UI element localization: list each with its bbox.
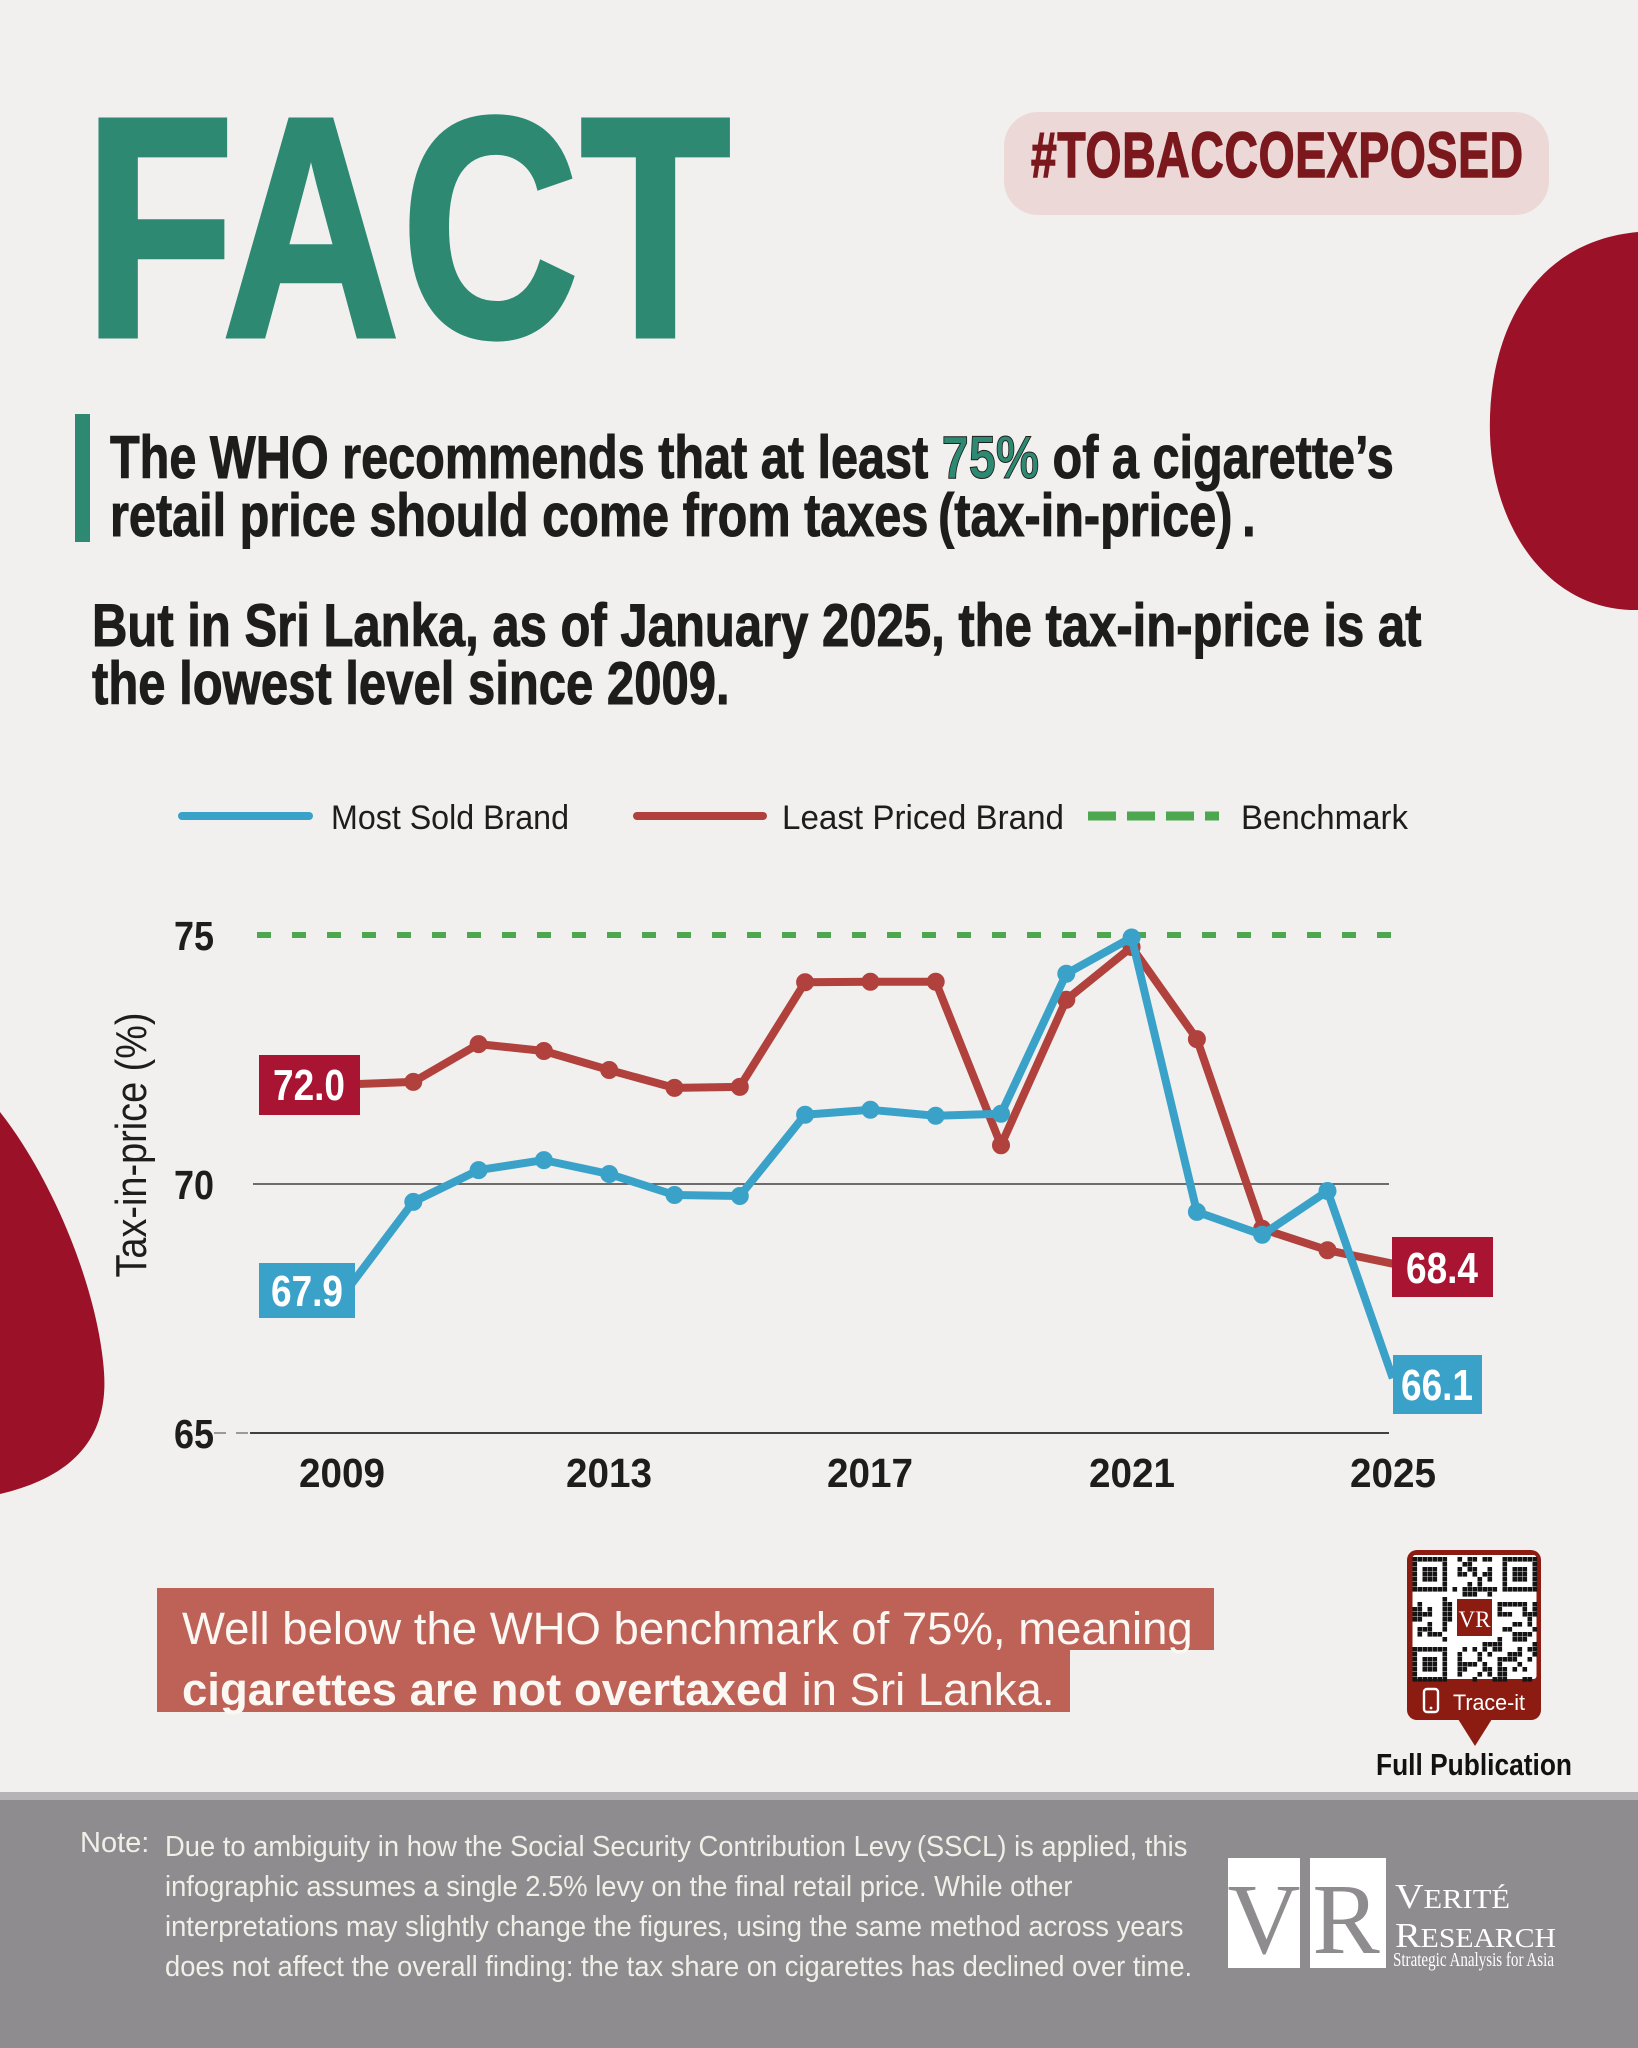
svg-text:Tax-in-price (%): Tax-in-price (%) [107, 1013, 156, 1278]
svg-text:Most Sold Brand: Most Sold Brand [331, 799, 569, 837]
svg-text:Trace-it: Trace-it [1453, 1690, 1525, 1715]
svg-text:V: V [1228, 1863, 1301, 1975]
svg-text:Benchmark: Benchmark [1241, 799, 1409, 837]
svg-text:R: R [1312, 1863, 1380, 1975]
svg-text:2009: 2009 [299, 1450, 385, 1496]
svg-text:RESEARCH: RESEARCH [1395, 1916, 1556, 1955]
svg-text:70: 70 [174, 1162, 214, 1208]
svg-text:66.1: 66.1 [1401, 1361, 1473, 1410]
svg-text:65: 65 [174, 1411, 214, 1457]
svg-text:Least Priced Brand: Least Priced Brand [782, 799, 1064, 837]
svg-text:Strategic Analysis for Asia: Strategic Analysis for Asia [1393, 1949, 1554, 1971]
svg-text:2017: 2017 [827, 1450, 913, 1496]
svg-text:2021: 2021 [1089, 1450, 1175, 1496]
svg-text:2025: 2025 [1350, 1450, 1436, 1496]
svg-text:68.4: 68.4 [1406, 1244, 1478, 1293]
svg-text:Full Publication: Full Publication [1376, 1747, 1572, 1782]
svg-text:72.0: 72.0 [273, 1061, 345, 1110]
svg-text:2013: 2013 [566, 1450, 652, 1496]
svg-text:VR: VR [1459, 1607, 1492, 1632]
svg-text:75: 75 [174, 913, 214, 959]
svg-text:67.9: 67.9 [271, 1267, 343, 1316]
